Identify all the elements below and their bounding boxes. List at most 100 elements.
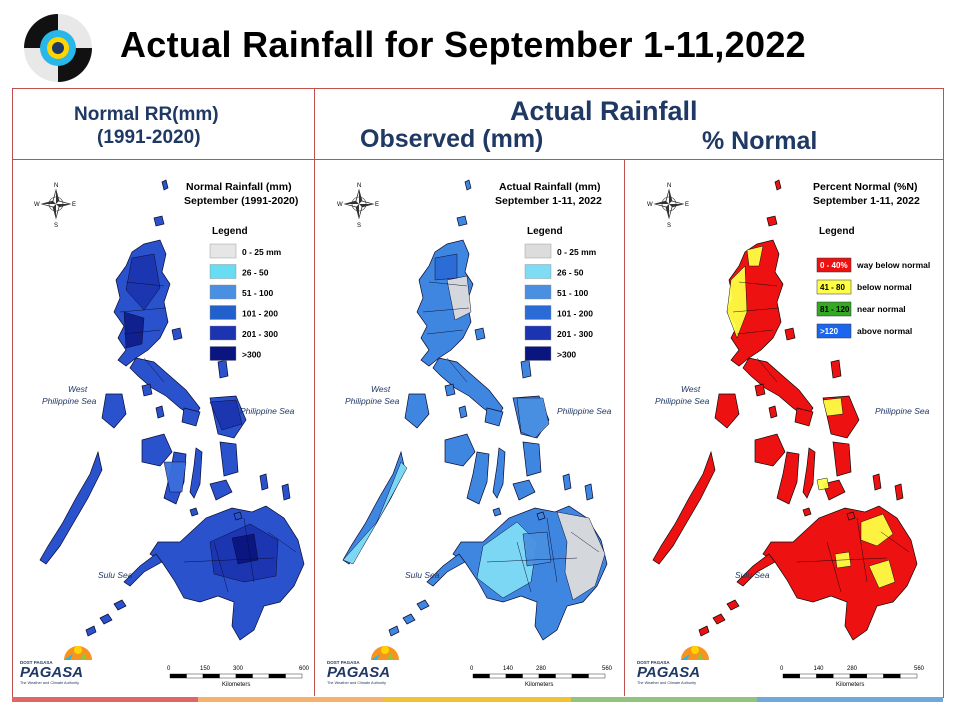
sea-label-east: Philippine Sea	[875, 406, 930, 416]
shading-region	[446, 275, 472, 321]
compass-e: E	[685, 202, 689, 208]
scale-tick: 560	[914, 666, 925, 672]
pagasa-name: PAGASA	[637, 664, 700, 681]
island-siargao	[584, 483, 594, 501]
scale-segment	[489, 673, 507, 679]
legend-swatch	[209, 243, 237, 259]
sea-label-south: Sulu Sea	[98, 570, 133, 580]
sea-label-west-1: West	[681, 384, 701, 394]
map-legend: Legend 0 - 25 mm 26 - 50 51 - 100 101 - 200 2…	[524, 226, 597, 361]
island-siquijor	[492, 507, 502, 517]
legend-swatch	[209, 325, 237, 341]
scale-tick: 140	[503, 666, 514, 672]
compass-n: N	[667, 183, 671, 189]
island-batanes	[464, 179, 472, 191]
boundary-line	[243, 517, 255, 583]
boundary-line	[213, 541, 229, 593]
color-footer-bar	[12, 697, 944, 702]
legend-range: 0 - 40%	[820, 261, 848, 270]
island-babuyan	[456, 215, 468, 227]
legend-swatch	[816, 301, 852, 317]
scale-tick: 300	[233, 666, 244, 672]
compass-w: W	[337, 202, 343, 208]
boundary-line	[732, 307, 780, 313]
shading-region	[726, 265, 748, 339]
shading-region	[476, 521, 538, 599]
island-siargao	[281, 483, 291, 501]
compass-rose-icon: N S E W	[34, 183, 76, 229]
scale-segment	[202, 673, 220, 679]
island-negros	[466, 451, 490, 505]
legend-swatch	[524, 346, 552, 361]
scale-segment	[555, 673, 573, 679]
legend-title: Legend	[212, 226, 248, 237]
scale-segment	[235, 673, 253, 679]
boundary-line	[143, 357, 165, 383]
legend-swatch	[816, 323, 852, 339]
scale-segment	[571, 673, 589, 679]
island-sulu3	[85, 625, 97, 637]
sea-label-east: Philippine Sea	[557, 406, 612, 416]
island-mindoro	[101, 393, 127, 429]
legend-label: >300	[242, 350, 261, 360]
sun-icon	[381, 646, 389, 654]
island-sulu2	[99, 613, 113, 625]
compass-s: S	[357, 223, 361, 229]
island-bohol	[512, 479, 536, 501]
island-catanduanes	[217, 359, 229, 379]
legend-swatch	[816, 279, 852, 295]
island-marinduque	[754, 383, 766, 397]
footer-bar-orange	[198, 697, 385, 702]
boundary-line	[796, 557, 888, 563]
sun-icon	[74, 646, 82, 654]
boundary-line	[267, 531, 297, 553]
legend-swatch	[524, 325, 552, 341]
island-sulu1	[726, 599, 740, 611]
boundary-line	[422, 307, 470, 313]
boundary-line	[546, 517, 558, 583]
normal-rainfall-map: N S E W Normal Rainfall (mm) September (1991-…	[20, 179, 310, 688]
island-palawan	[39, 450, 103, 565]
scale-segment	[866, 673, 884, 679]
island-dinagat	[872, 473, 882, 491]
compass-s: S	[54, 223, 58, 229]
header-divider	[12, 159, 943, 160]
legend-label: 201 - 300	[557, 329, 593, 339]
scale-segment	[268, 673, 286, 679]
island-camiguin	[536, 511, 546, 521]
percent-normal-map: N S E W Percent Normal (%N) September 1-11, 2…	[637, 179, 930, 688]
sea-label-east: Philippine Sea	[240, 406, 295, 416]
sea-label-south: Sulu Sea	[735, 570, 770, 580]
island-marinduque	[141, 383, 153, 397]
actual-rainfall-header: Actual Rainfall	[510, 96, 698, 126]
island-bohol	[209, 479, 233, 501]
scale-segment	[833, 673, 851, 679]
island-sulu2	[402, 613, 416, 625]
scale-segment	[799, 673, 817, 679]
shading-region	[123, 311, 145, 349]
pagasa-name: PAGASA	[327, 664, 390, 681]
normal-header-line2: (1991-2020)	[97, 127, 201, 148]
sun-icon	[691, 646, 699, 654]
island-siquijor	[802, 507, 812, 517]
legend-range: 81 - 120	[820, 305, 850, 314]
legend-label: 201 - 300	[242, 329, 278, 339]
pagasa-top-text: DOST PAGASA	[20, 660, 53, 665]
data-shading-layer	[726, 245, 896, 589]
island-palawan	[342, 450, 406, 565]
compass-rose-icon: N S E W	[647, 183, 689, 229]
shading-region	[342, 461, 408, 565]
scale-segment	[900, 673, 918, 679]
island-romblon	[155, 405, 165, 419]
island-mindanao	[762, 505, 918, 641]
boundary-line	[880, 531, 910, 553]
legend-swatch	[524, 305, 552, 320]
map-title-line2: September 1-11, 2022	[495, 195, 602, 207]
scale-segment	[816, 673, 834, 679]
scale-segment	[186, 673, 204, 679]
data-shading-layer	[123, 253, 279, 583]
island-bicol	[432, 357, 504, 419]
scale-unit: Kilometers	[836, 682, 864, 688]
footer-bar-blue	[756, 697, 944, 702]
